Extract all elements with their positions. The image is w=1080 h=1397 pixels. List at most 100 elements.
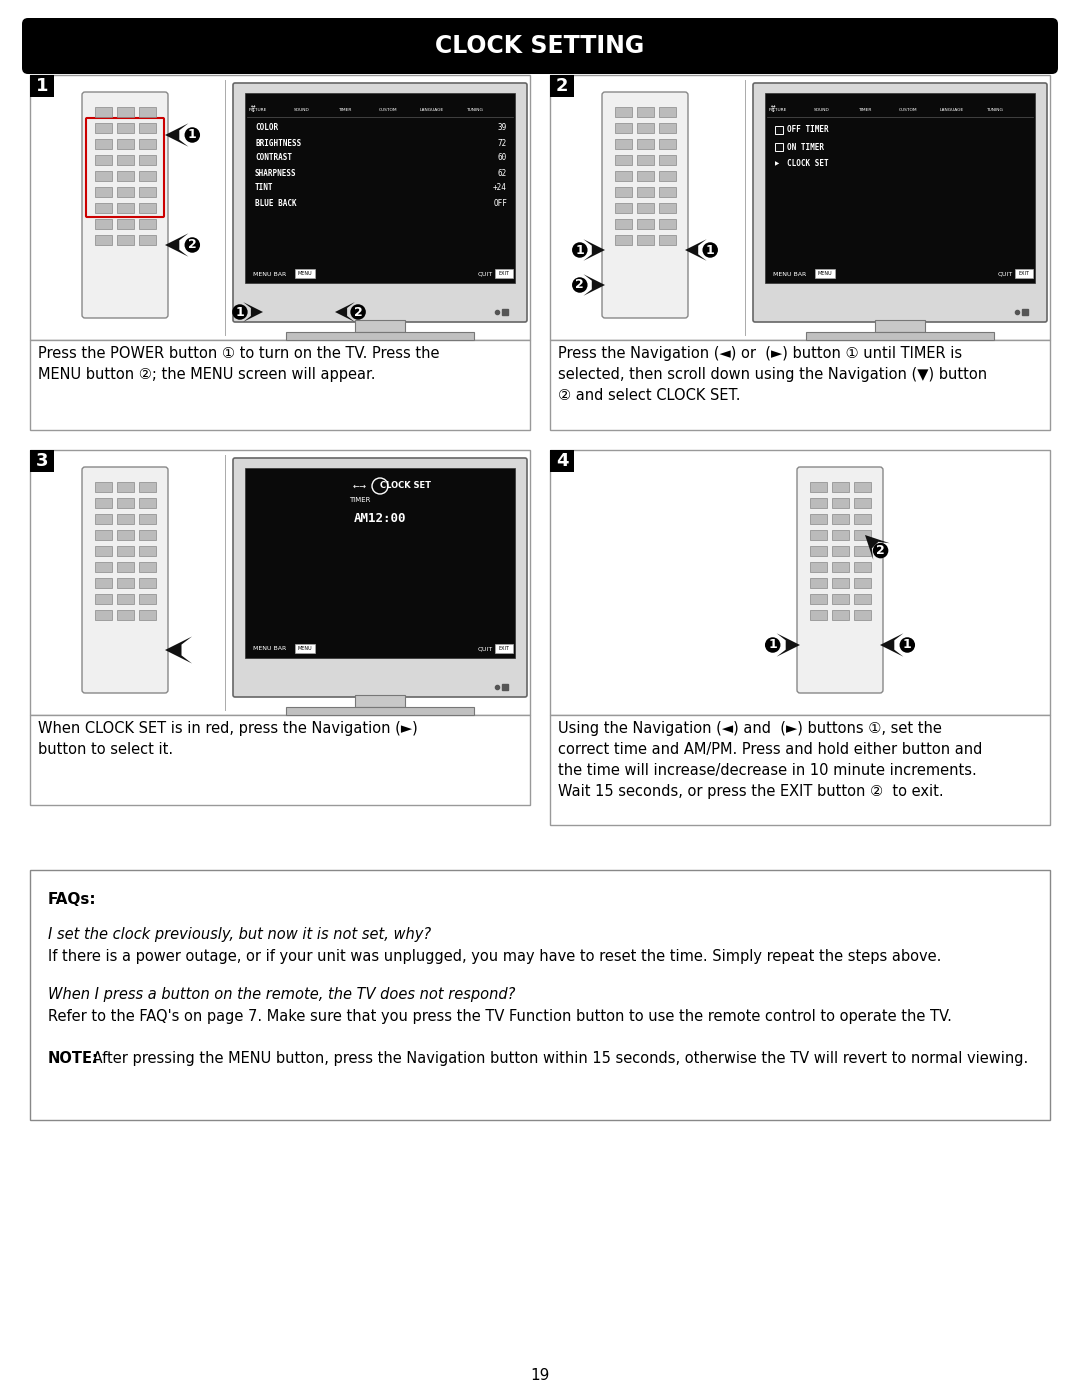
Text: When CLOCK SET is in red, press the Navigation (►)
button to select it.: When CLOCK SET is in red, press the Navi… [38,721,418,757]
Bar [810,482,826,492]
Bar [138,235,156,244]
Text: Press the POWER button ① to turn on the TV. Press the
MENU button ②; the MENU sc: Press the POWER button ① to turn on the … [38,346,440,381]
Text: AM12:00: AM12:00 [354,511,406,524]
Bar [117,497,134,509]
Text: PICTURE: PICTURE [769,108,787,112]
FancyBboxPatch shape [753,82,1047,321]
Bar [117,235,134,244]
Bar [245,94,515,284]
Bar [659,235,675,244]
Bar [117,138,134,149]
Bar [355,320,405,332]
Bar [117,170,134,182]
Text: BLUE BACK: BLUE BACK [255,198,297,208]
Bar [117,578,134,588]
Bar [550,715,1050,826]
Text: MENU BAR: MENU BAR [253,647,286,651]
Bar [117,514,134,524]
Bar [810,594,826,604]
Bar [832,482,849,492]
Text: ON TIMER: ON TIMER [787,142,824,151]
Text: 60: 60 [498,154,507,162]
Bar [95,529,111,541]
Bar [853,610,870,620]
Text: PICTURE: PICTURE [248,108,267,112]
Bar [810,562,826,571]
Text: BRIGHTNESS: BRIGHTNESS [255,138,301,148]
Bar [117,155,134,165]
FancyBboxPatch shape [295,644,315,652]
Bar [810,514,826,524]
Bar [117,546,134,556]
Bar [636,123,653,133]
Bar [810,529,826,541]
Bar [138,219,156,229]
Bar [615,108,632,117]
Text: 1: 1 [235,306,244,319]
Text: Refer to the FAQ's on page 7. Make sure that you press the TV Function button to: Refer to the FAQ's on page 7. Make sure … [48,1009,951,1024]
Bar [853,497,870,509]
Bar [95,155,111,165]
Bar [659,138,675,149]
Bar [117,562,134,571]
Bar [245,468,515,658]
Polygon shape [243,302,264,321]
FancyBboxPatch shape [1015,270,1032,278]
Bar [95,482,111,492]
Bar [615,187,632,197]
Bar [30,715,530,805]
Bar [550,450,1050,715]
Bar [659,219,675,229]
Text: MENU: MENU [298,271,312,277]
Bar [95,170,111,182]
Bar [286,707,474,715]
Bar [853,578,870,588]
FancyBboxPatch shape [233,82,527,321]
FancyBboxPatch shape [797,467,883,693]
Text: 1: 1 [768,638,778,651]
Text: ↔
↕: ↔ ↕ [771,103,775,113]
Bar [95,235,111,244]
Bar [550,339,1050,430]
Bar [806,332,995,339]
FancyBboxPatch shape [495,270,513,278]
Bar [117,594,134,604]
Text: TUNING: TUNING [467,108,483,112]
Bar [636,170,653,182]
Bar [95,497,111,509]
Bar [615,123,632,133]
Polygon shape [685,239,706,261]
Bar [30,870,1050,1120]
Text: 72: 72 [498,138,507,148]
Bar [615,219,632,229]
Text: CLOCK SETTING: CLOCK SETTING [435,34,645,59]
Text: Press the Navigation (◄) or  (►) button ① until TIMER is
selected, then scroll d: Press the Navigation (◄) or (►) button ①… [558,346,987,402]
Bar [138,187,156,197]
Bar [853,482,870,492]
Text: 1: 1 [706,243,715,257]
Bar [659,203,675,212]
Text: After pressing the MENU button, press the Navigation button within 15 seconds, o: After pressing the MENU button, press th… [87,1051,1028,1066]
Text: 2: 2 [576,278,584,292]
Bar [138,562,156,571]
Bar [615,235,632,244]
Bar [615,170,632,182]
Bar [765,94,1035,284]
Text: 39: 39 [498,123,507,133]
Bar [810,546,826,556]
Text: 2: 2 [354,306,363,319]
Polygon shape [880,633,903,657]
FancyBboxPatch shape [82,92,168,319]
Bar [30,450,530,715]
Text: LANGUAGE: LANGUAGE [419,108,444,112]
Bar [138,155,156,165]
Bar [832,594,849,604]
Bar [853,594,870,604]
Bar [853,514,870,524]
FancyBboxPatch shape [495,644,513,652]
Bar [138,170,156,182]
FancyBboxPatch shape [233,458,527,697]
Bar [832,610,849,620]
Text: 2: 2 [188,239,197,251]
Bar [95,203,111,212]
